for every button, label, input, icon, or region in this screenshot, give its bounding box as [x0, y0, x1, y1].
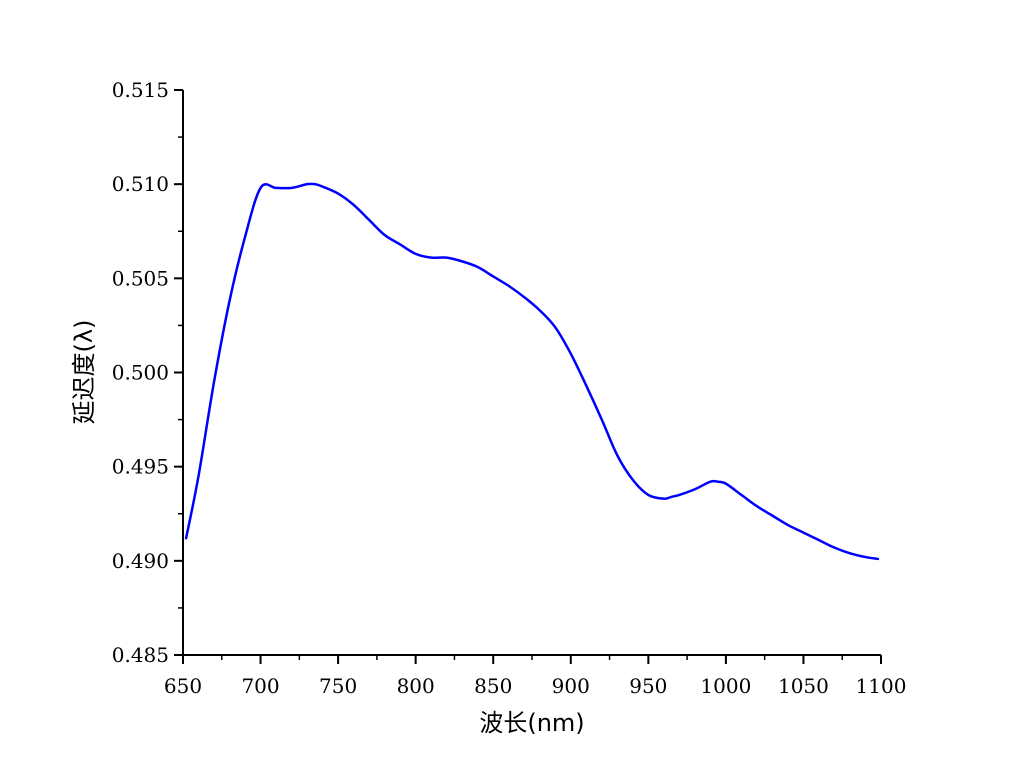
y-tick-label: 0.490 — [112, 549, 169, 573]
x-tick-label: 750 — [319, 674, 357, 698]
y-tick-label: 0.515 — [112, 78, 169, 102]
y-tick-label: 0.500 — [112, 361, 169, 385]
y-tick-label: 0.505 — [112, 266, 169, 290]
series-line — [184, 182, 880, 561]
y-tick-label: 0.495 — [112, 455, 169, 479]
x-tick-label: 900 — [552, 674, 590, 698]
x-tick-label: 1050 — [778, 674, 829, 698]
y-tick-label: 0.510 — [112, 172, 169, 196]
x-tick-label: 850 — [474, 674, 512, 698]
y-tick-label: 0.485 — [112, 643, 169, 667]
series-group — [184, 182, 880, 561]
x-tick-label: 950 — [629, 674, 667, 698]
y-axis: 0.485 0.490 0.495 0.500 0.505 0.510 0.515 — [112, 78, 184, 667]
x-tick-label: 1100 — [856, 674, 907, 698]
x-axis-title: 波长(nm) — [479, 709, 584, 737]
x-tick-label: 800 — [397, 674, 435, 698]
x-axis: 650 700 750 800 850 900 950 1000 1050 1100 — [164, 654, 907, 698]
y-axis-title: 延迟度(λ) — [70, 320, 98, 425]
x-tick-label: 700 — [241, 674, 279, 698]
x-tick-label: 650 — [164, 674, 202, 698]
x-tick-label: 1000 — [700, 674, 751, 698]
